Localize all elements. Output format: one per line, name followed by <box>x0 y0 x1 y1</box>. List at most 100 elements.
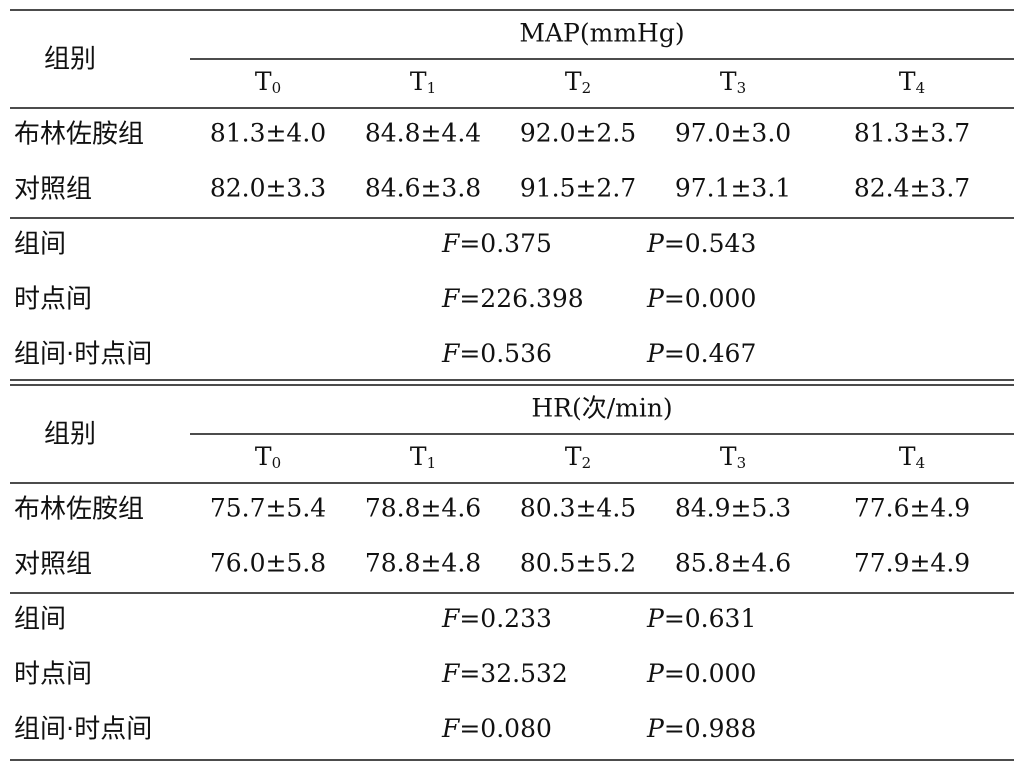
stat-symbol: P <box>646 659 665 688</box>
timepoint: T3 <box>720 67 746 98</box>
stat-value: =0.000 <box>664 659 757 688</box>
stat-value: =32.532 <box>459 659 567 688</box>
cell-value: 75.7±5.4 <box>210 494 326 523</box>
timepoint-sub: 4 <box>916 454 926 472</box>
timepoint: T1 <box>410 442 436 473</box>
timepoint-letter: T <box>255 67 272 96</box>
stat-symbol: P <box>646 714 665 743</box>
cell-value: 78.8±4.8 <box>365 549 481 578</box>
group-label: 布林佐胺组 <box>14 495 144 525</box>
cell-value: 85.8±4.6 <box>675 549 791 578</box>
timepoint-letter: T <box>565 67 582 96</box>
timepoint-sub: 1 <box>427 454 437 472</box>
timepoint: T4 <box>899 442 925 473</box>
timepoint-sub: 2 <box>582 454 592 472</box>
stat-value: =0.080 <box>459 714 552 743</box>
timepoint-sub: 2 <box>582 79 592 97</box>
timepoint-letter: T <box>410 67 427 96</box>
group-header: 组别 <box>44 45 96 75</box>
stat-p: P=0.631 <box>646 604 756 633</box>
stat-value: =0.988 <box>664 714 757 743</box>
cell-value: 80.5±5.2 <box>520 549 636 578</box>
stat-symbol: F <box>441 284 461 313</box>
group-label: 对照组 <box>14 550 92 580</box>
stat-value: =0.536 <box>459 339 552 368</box>
timepoint-sub: 0 <box>272 454 282 472</box>
stat-label: 时点间 <box>14 660 92 690</box>
stat-symbol: F <box>441 714 461 743</box>
stat-f: F=0.375 <box>441 229 552 258</box>
stat-p: P=0.467 <box>646 339 756 368</box>
group-label: 对照组 <box>14 175 92 205</box>
cell-value: 91.5±2.7 <box>520 174 636 203</box>
timepoint-sub: 3 <box>737 454 747 472</box>
stat-label: 时点间 <box>14 285 92 315</box>
cell-value: 81.3±3.7 <box>854 119 970 148</box>
stat-symbol: F <box>441 339 461 368</box>
cell-value: 78.8±4.6 <box>365 494 481 523</box>
stat-p: P=0.000 <box>646 659 756 688</box>
stat-label: 组间·时点间 <box>14 340 152 370</box>
timepoint: T1 <box>410 67 436 98</box>
stat-f: F=32.532 <box>441 659 568 688</box>
cell-value: 77.6±4.9 <box>854 494 970 523</box>
timepoint-letter: T <box>899 67 916 96</box>
timepoint: T2 <box>565 67 591 98</box>
timepoint-sub: 1 <box>427 79 437 97</box>
group-label: 布林佐胺组 <box>14 120 144 150</box>
cell-value: 81.3±4.0 <box>210 119 326 148</box>
stat-label: 组间 <box>14 605 66 635</box>
stat-symbol: P <box>646 604 665 633</box>
stat-p: P=0.988 <box>646 714 756 743</box>
stat-value: =0.233 <box>459 604 552 633</box>
cell-value: 76.0±5.8 <box>210 549 326 578</box>
cell-value: 84.6±3.8 <box>365 174 481 203</box>
stat-symbol: F <box>441 229 461 258</box>
stat-symbol: P <box>646 229 665 258</box>
stat-symbol: P <box>646 284 665 313</box>
timepoint-sub: 0 <box>272 79 282 97</box>
timepoint-letter: T <box>899 442 916 471</box>
stat-value: =0.000 <box>664 284 757 313</box>
stat-value: =0.631 <box>664 604 757 633</box>
stat-f: F=226.398 <box>441 284 584 313</box>
stat-f: F=0.080 <box>441 714 552 743</box>
section-title: HR(次/min) <box>531 394 672 423</box>
stat-value: =0.467 <box>664 339 757 368</box>
stat-f: F=0.233 <box>441 604 552 633</box>
cell-value: 97.1±3.1 <box>675 174 791 203</box>
cell-value: 84.9±5.3 <box>675 494 791 523</box>
timepoint-letter: T <box>255 442 272 471</box>
stat-p: P=0.000 <box>646 284 756 313</box>
timepoint: T4 <box>899 67 925 98</box>
cell-value: 92.0±2.5 <box>520 119 636 148</box>
stat-symbol: F <box>441 604 461 633</box>
cell-value: 77.9±4.9 <box>854 549 970 578</box>
stat-label: 组间·时点间 <box>14 715 152 745</box>
stat-value: =0.375 <box>459 229 552 258</box>
stat-symbol: P <box>646 339 665 368</box>
timepoint: T0 <box>255 442 281 473</box>
cell-value: 82.0±3.3 <box>210 174 326 203</box>
timepoint: T3 <box>720 442 746 473</box>
cell-value: 97.0±3.0 <box>675 119 791 148</box>
stat-symbol: F <box>441 659 461 688</box>
timepoint: T0 <box>255 67 281 98</box>
stat-p: P=0.543 <box>646 229 756 258</box>
timepoint-letter: T <box>410 442 427 471</box>
stat-value: =0.543 <box>664 229 757 258</box>
cell-value: 82.4±3.7 <box>854 174 970 203</box>
timepoint-letter: T <box>565 442 582 471</box>
stat-label: 组间 <box>14 230 66 260</box>
timepoint-letter: T <box>720 67 737 96</box>
stat-f: F=0.536 <box>441 339 552 368</box>
group-header: 组别 <box>44 420 96 450</box>
section-title: MAP(mmHg) <box>519 19 684 48</box>
timepoint-sub: 4 <box>916 79 926 97</box>
timepoint-sub: 3 <box>737 79 747 97</box>
cell-value: 80.3±4.5 <box>520 494 636 523</box>
stat-value: =226.398 <box>459 284 583 313</box>
timepoint: T2 <box>565 442 591 473</box>
cell-value: 84.8±4.4 <box>365 119 481 148</box>
